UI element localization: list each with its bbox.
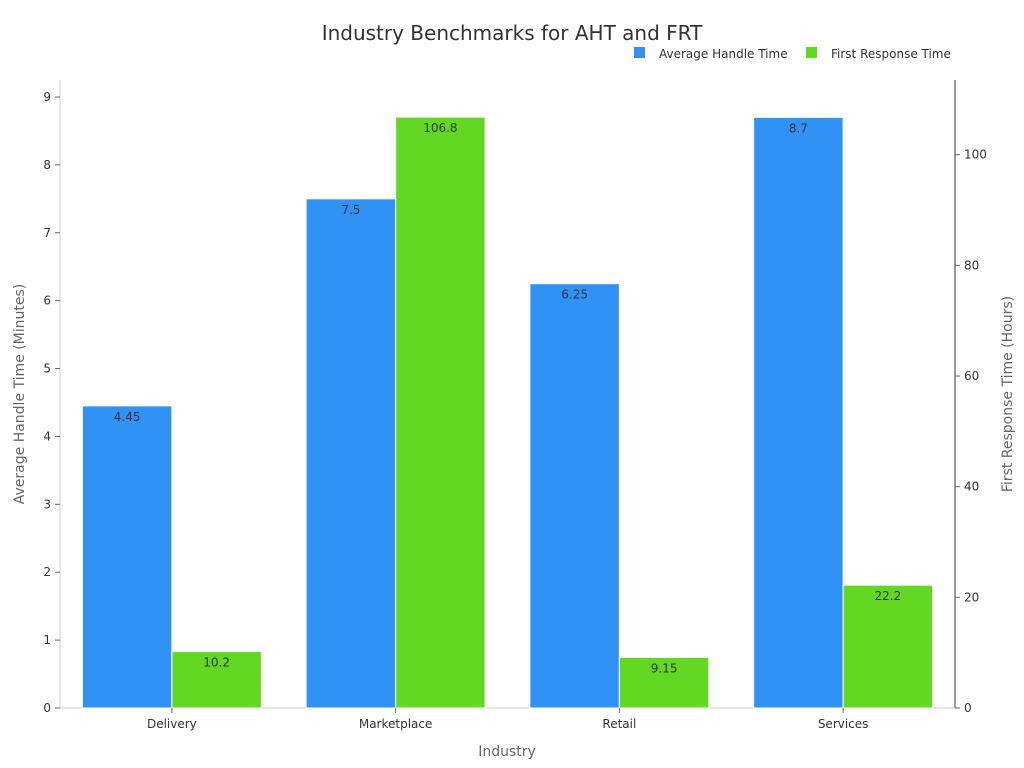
legend-swatch-frt <box>806 47 817 58</box>
frt-value-label: 106.8 <box>423 121 457 135</box>
aht-bar-delivery <box>81 405 173 709</box>
x-tick-label: Marketplace <box>359 717 433 731</box>
frt-value-label: 22.2 <box>875 589 902 603</box>
right-tick-label: 100 <box>964 148 987 162</box>
frt-value-label: 10.2 <box>203 656 230 670</box>
left-tick-label: 1 <box>43 633 51 647</box>
frt-value-label: 9.15 <box>651 661 678 675</box>
left-axis-ticks: 0 1 2 3 4 5 6 7 8 9 <box>43 90 60 715</box>
aht-value-label: 7.5 <box>341 203 360 217</box>
right-tick-label: 0 <box>964 701 972 715</box>
aht-value-label: 8.7 <box>789 121 808 135</box>
aht-bar-retail <box>529 283 620 709</box>
aht-bar-marketplace <box>305 198 397 709</box>
aht-value-label: 4.45 <box>114 410 141 424</box>
legend: Average Handle Time First Response Time <box>634 47 951 61</box>
frt-bar-marketplace <box>395 116 486 709</box>
left-tick-label: 7 <box>43 226 51 240</box>
x-axis-title: Industry <box>478 744 536 760</box>
right-tick-label: 20 <box>964 590 979 604</box>
aht-bar-services <box>753 116 844 709</box>
right-tick-label: 60 <box>964 369 979 383</box>
right-axis-title: First Response Time (Hours) <box>1000 296 1016 492</box>
right-axis-ticks: 0 20 40 60 80 100 <box>955 148 987 715</box>
frt-bar-services <box>842 584 934 709</box>
x-tick-label: Delivery <box>147 717 197 731</box>
x-tick-label: Retail <box>602 717 636 731</box>
frt-bar-delivery <box>171 651 262 709</box>
chart-title: Industry Benchmarks for AHT and FRT <box>322 21 703 45</box>
bars: 4.45 10.2 7.5 106.8 6.25 9.15 8.7 22.2 <box>81 116 934 709</box>
legend-label-frt: First Response Time <box>831 47 951 61</box>
left-tick-label: 4 <box>43 429 51 443</box>
left-tick-label: 5 <box>43 362 51 376</box>
legend-label-aht: Average Handle Time <box>659 47 788 61</box>
left-tick-label: 6 <box>43 294 51 308</box>
left-tick-label: 8 <box>43 158 51 172</box>
x-axis-ticks: Delivery Marketplace Retail Services <box>147 708 868 731</box>
left-tick-label: 3 <box>43 497 51 511</box>
left-axis-title: Average Handle Time (Minutes) <box>12 284 28 505</box>
x-tick-label: Services <box>818 717 869 731</box>
right-tick-label: 80 <box>964 258 979 272</box>
frt-bar-retail <box>618 656 710 709</box>
left-tick-label: 2 <box>43 565 51 579</box>
aht-value-label: 6.25 <box>561 288 588 302</box>
left-tick-label: 9 <box>43 90 51 104</box>
left-tick-label: 0 <box>43 701 51 715</box>
right-tick-label: 40 <box>964 480 979 494</box>
legend-swatch-aht <box>634 47 645 58</box>
